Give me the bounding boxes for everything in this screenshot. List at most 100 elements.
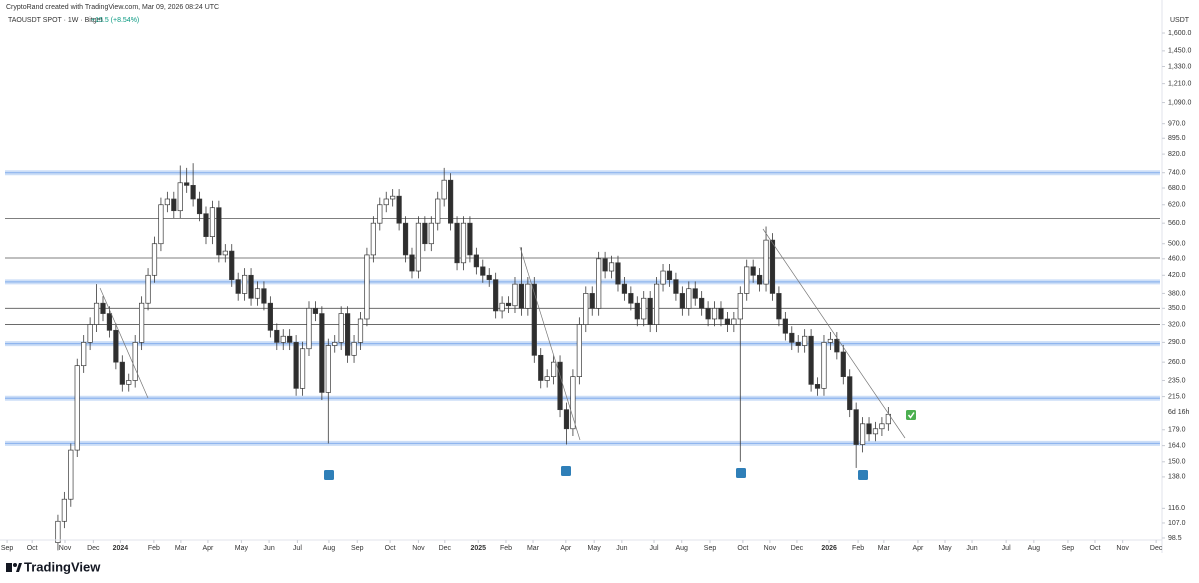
- x-tick-label: 2024: [113, 545, 129, 552]
- x-tick-label: Nov: [59, 545, 72, 552]
- candle-body: [654, 283, 660, 325]
- candle-body: [692, 288, 698, 299]
- candle-body: [357, 318, 364, 343]
- x-tick-label: Oct: [737, 545, 748, 552]
- x-tick-label: Sep: [704, 545, 717, 552]
- candle-body: [782, 318, 788, 334]
- price-change: +15.5 (+8.54%): [91, 17, 139, 24]
- x-tick-label: Oct: [1090, 545, 1101, 552]
- candle-body: [512, 283, 518, 307]
- candle-body: [776, 293, 782, 320]
- marker-icon: [736, 468, 746, 478]
- candle-body: [872, 428, 879, 435]
- candle-body: [235, 279, 241, 294]
- y-tick-label: 107.0: [1168, 520, 1186, 527]
- trend-line: [99, 287, 149, 399]
- candle-body: [673, 279, 679, 294]
- candle-body: [486, 274, 492, 281]
- candle-body: [422, 222, 428, 245]
- candle-body: [248, 274, 254, 299]
- x-tick-label: May: [588, 545, 602, 552]
- candle-body: [377, 204, 383, 224]
- x-tick-label: Sep: [351, 545, 364, 552]
- candle-body: [505, 302, 512, 307]
- candle-body: [242, 274, 248, 294]
- x-tick-label: Dec: [791, 545, 804, 552]
- candle-body: [145, 274, 151, 304]
- candle-body: [61, 498, 67, 522]
- x-tick-label: Aug: [323, 545, 336, 552]
- candle-body: [338, 313, 344, 343]
- candle-body: [409, 254, 415, 272]
- x-tick-label: Jun: [263, 545, 274, 552]
- candle-body: [493, 279, 499, 312]
- credit: CryptoRand created with TradingView.com,…: [6, 4, 219, 11]
- candle-body: [132, 342, 138, 381]
- candle-body: [209, 207, 216, 237]
- candle-body: [93, 302, 100, 325]
- candle-body: [126, 380, 132, 385]
- candle-body: [113, 329, 119, 363]
- candle-body: [679, 293, 685, 309]
- x-tick-label: Apr: [913, 545, 925, 552]
- candle-body: [100, 302, 106, 314]
- y-tick-label: 500.0: [1168, 241, 1186, 248]
- candle-body: [306, 307, 312, 350]
- candle-body: [267, 302, 273, 331]
- candle-body: [396, 195, 402, 224]
- candle-body: [834, 338, 840, 353]
- candle-body: [222, 250, 228, 256]
- candle-body: [171, 198, 177, 212]
- y-tick-label: 620.0: [1168, 202, 1186, 209]
- candle-body: [821, 342, 827, 389]
- candle-body: [628, 293, 634, 304]
- x-tick-label: Mar: [175, 545, 188, 552]
- candle-body: [795, 342, 801, 346]
- candle-body: [119, 361, 125, 385]
- candle-body: [196, 198, 203, 215]
- y-tick-label: 460.0: [1168, 256, 1186, 263]
- candle-body: [332, 342, 338, 346]
- y-tick-label: 116.0: [1168, 505, 1185, 512]
- candle-body: [287, 335, 293, 343]
- candle-body: [345, 313, 351, 356]
- candle-body: [544, 376, 550, 381]
- y-tick-label: 420.0: [1168, 272, 1186, 279]
- candle-body: [744, 266, 750, 294]
- trend-line: [519, 246, 581, 441]
- x-tick-label: Dec: [1150, 545, 1163, 552]
- candle-body: [448, 179, 454, 224]
- trend-line: [762, 228, 906, 439]
- candle-body: [847, 376, 853, 411]
- x-tick-label: Sep: [1, 545, 14, 552]
- candle-body: [460, 222, 467, 264]
- x-tick-label: Mar: [527, 545, 540, 552]
- x-tick-label: Mar: [878, 545, 891, 552]
- candle-body: [151, 243, 158, 276]
- x-tick-label: May: [235, 545, 249, 552]
- markers: [324, 410, 916, 480]
- candle-body: [666, 270, 673, 281]
- candle-body: [551, 361, 557, 378]
- x-tick-label: Aug: [1028, 545, 1041, 552]
- y-tick-label: 179.0: [1168, 427, 1186, 434]
- candle-body: [274, 329, 280, 343]
- candle-body: [480, 266, 486, 276]
- candle-body: [55, 520, 61, 543]
- candle-body: [177, 182, 183, 212]
- candle-body: [254, 288, 261, 299]
- candle-body: [859, 423, 866, 445]
- candle-body: [229, 250, 235, 281]
- y-tick-label: 1,450.0: [1168, 48, 1191, 55]
- y-tick-label: 1,600.0: [1168, 30, 1191, 37]
- candle-body: [184, 182, 190, 186]
- y-tick-label: 320.0: [1168, 321, 1186, 328]
- brand-logo: [16, 563, 22, 572]
- symbol-title: TAOUSDT SPOT · 1W · Bitget: [8, 17, 103, 24]
- candle-body: [660, 270, 666, 285]
- x-tick-label: Jul: [1002, 545, 1011, 552]
- candle-body: [319, 313, 325, 393]
- candle-body: [261, 288, 267, 304]
- candle-body: [737, 293, 743, 320]
